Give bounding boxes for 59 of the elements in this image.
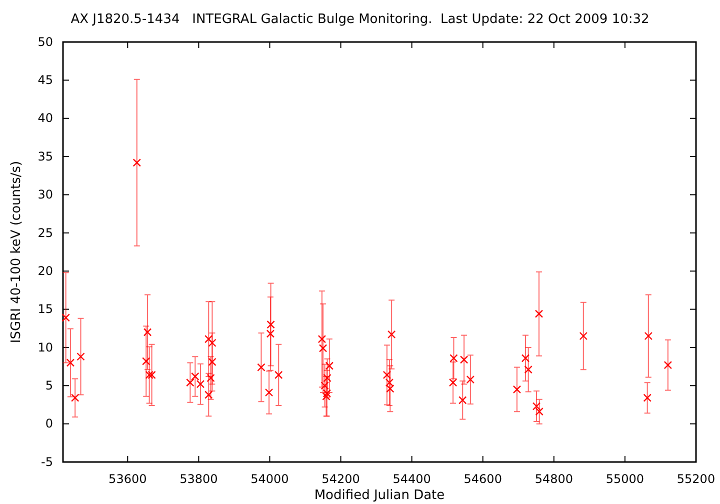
point [579,332,588,340]
point [320,382,329,390]
point [208,338,216,347]
y-tick-label: 0 [45,416,53,431]
y-tick-label: 10 [38,340,53,354]
point [264,388,274,397]
x-tick-label: 55200 [676,472,716,486]
point [385,378,394,387]
point [142,357,150,366]
point [191,372,200,381]
point [532,402,541,410]
x-tick-label: 54400 [392,472,431,486]
y-axis-title: ISGRI 40-100 keV (counts/s) [9,160,24,344]
point [521,354,530,362]
y-tick-label: 20 [38,264,53,278]
point [196,380,205,388]
point [266,330,275,338]
point [386,384,394,393]
point [62,314,70,322]
point [450,354,458,362]
y-tick-label: 40 [38,111,53,126]
y-tick-label: 25 [38,226,53,240]
point [66,358,75,367]
x-tick-label: 53600 [108,472,147,486]
point [512,385,522,394]
y-tick-label: 15 [38,302,53,316]
x-tick-label: 54600 [464,472,502,486]
point [535,408,544,416]
y-tick-label: 45 [38,73,53,88]
x-tick-label: 54200 [322,472,360,486]
point [186,378,194,387]
y-tick-label: -5 [41,454,53,469]
point [143,328,152,336]
x-tick-label: 54000 [250,472,289,486]
y-tick-label: 50 [38,34,53,49]
point [132,158,141,167]
point [460,356,468,364]
point [318,344,328,352]
point [466,375,475,384]
x-tick-label: 54800 [534,472,574,486]
point [644,332,652,340]
x-axis-title: Modified Julian Date [314,488,445,503]
point [458,396,467,404]
x-tick-label: 55000 [606,472,644,486]
point [257,363,266,372]
y-tick-label: 35 [38,149,53,164]
point [664,360,672,370]
chart-title: AX J1820.5-1434 INTEGRAL Galactic Bulge Monitoring. Last Update: 22 Oct 2009 10:32 [70,12,650,27]
point [266,320,275,329]
point [204,334,213,344]
point [387,330,396,339]
point [524,366,532,374]
point [318,334,326,344]
y-tick-label: 30 [38,188,53,202]
x-tick-label: 53800 [180,472,218,486]
y-tick-label: 5 [45,378,53,392]
point [643,394,652,402]
point [76,352,85,361]
point [534,310,544,318]
